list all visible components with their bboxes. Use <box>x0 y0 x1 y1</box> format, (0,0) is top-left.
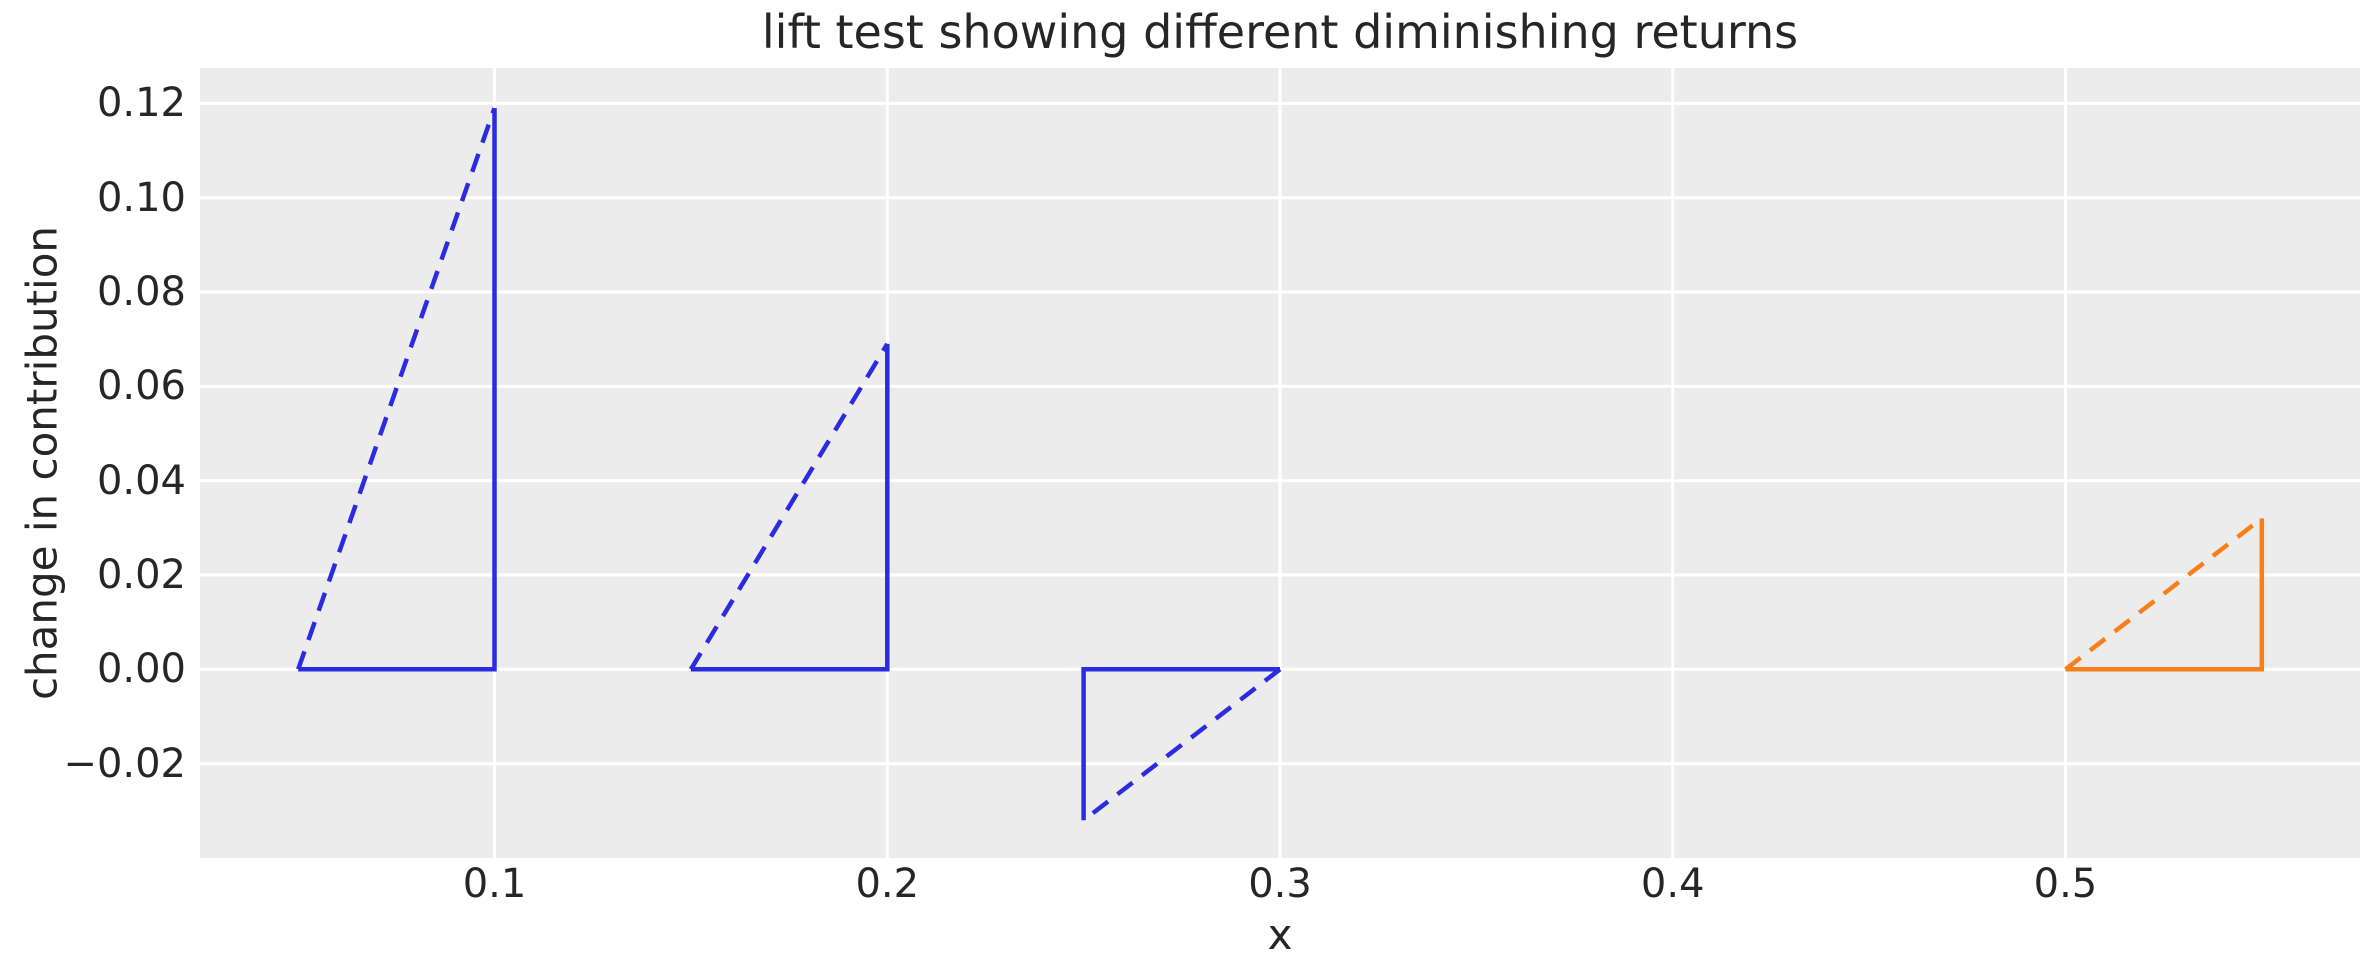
x-tick-label: 0.2 <box>855 861 920 907</box>
x-axis-label: x <box>1267 910 1293 959</box>
y-tick-label: 0.06 <box>96 363 186 410</box>
y-tick-label: 0.12 <box>96 80 186 127</box>
triangle-hypotenuse-lift-test-1 <box>296 107 497 671</box>
x-tick-label: 0.5 <box>2033 861 2098 907</box>
x-tick-label: 0.1 <box>462 861 527 907</box>
triangle-solid-edges-lift-test-1 <box>298 108 497 672</box>
x-tick-label: 0.3 <box>1248 861 1312 907</box>
triangle-solid-edges-lift-test-2 <box>690 343 890 672</box>
y-tick-label: 0.08 <box>96 269 186 316</box>
x-tick-label: 0.4 <box>1640 861 1705 907</box>
triangle-solid-edges-lift-test-4 <box>2065 518 2265 672</box>
y-tick-label: 0.00 <box>96 646 186 693</box>
triangle-hypotenuse-lift-test-2 <box>688 342 890 671</box>
triangle-hypotenuse-lift-test-4 <box>2064 516 2264 672</box>
plot-area <box>200 68 2360 858</box>
y-tick-label: 0.04 <box>96 457 186 504</box>
triangle-solid-edges-lift-test-3 <box>1081 667 1280 821</box>
y-tick-label: −0.02 <box>63 740 186 787</box>
triangle-hypotenuse-lift-test-3 <box>1082 667 1282 823</box>
chart-title: lift test showing different diminishing … <box>761 5 1799 59</box>
y-tick-label: 0.02 <box>96 552 186 598</box>
y-tick-label: 0.10 <box>96 174 186 221</box>
